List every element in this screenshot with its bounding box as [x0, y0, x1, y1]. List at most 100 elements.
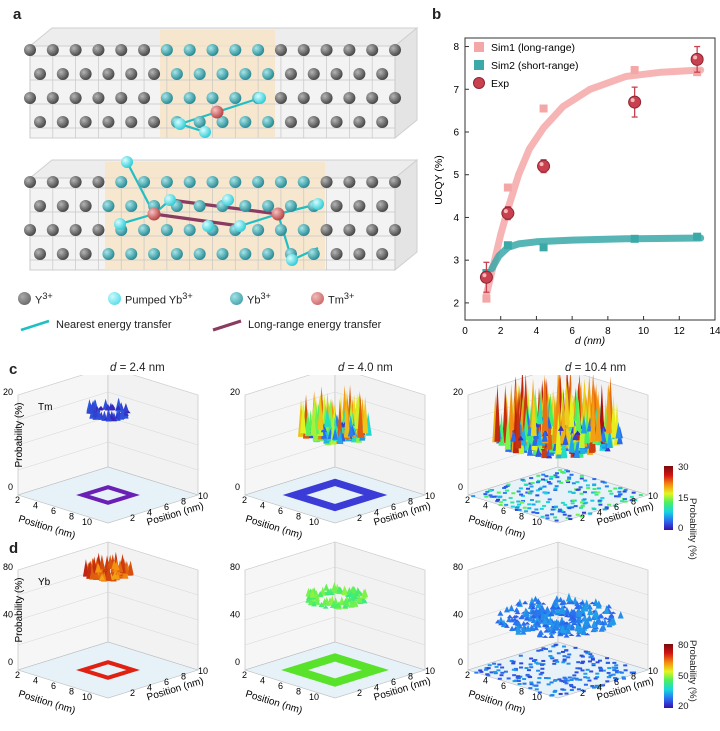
floor-projection-cell [579, 474, 584, 477]
exp-data-point-highlight [630, 98, 635, 103]
y-axis-tick-label: 10 [198, 666, 208, 676]
floor-projection-cell [536, 669, 541, 672]
surface-spike [105, 565, 112, 581]
surface-spike [343, 399, 350, 438]
surface-spike [534, 619, 541, 625]
yb-ion [193, 116, 206, 128]
y-ion [115, 44, 128, 56]
floor-projection-cell [510, 501, 515, 504]
floor-projection-cell [616, 495, 621, 498]
floor-projection-cell [570, 506, 575, 509]
surface-spike [104, 403, 111, 411]
surface-spike [528, 624, 535, 631]
floor-projection-cell [583, 676, 588, 679]
floor-projection-cell [539, 486, 544, 489]
surface-spike [575, 633, 582, 637]
y-ion [366, 44, 379, 56]
floor-projection-cell [503, 670, 508, 673]
floor-projection-cell [601, 669, 606, 672]
surface-spike [523, 609, 530, 617]
chart-legend: Sim1 (long-range) Sim2 (short-range) Exp [473, 42, 579, 90]
wall-gridline [467, 375, 649, 396]
wall-gridline [467, 566, 649, 596]
surface-spike [511, 617, 518, 621]
x-axis-tick-label: 8 [519, 687, 524, 697]
floor-projection-cell [564, 649, 569, 652]
floor-projection-cell [548, 650, 553, 653]
floor-projection-cell [486, 674, 491, 677]
surface-spike [565, 592, 572, 602]
floor-projection-cell [552, 662, 557, 665]
floor-projection-cell [623, 488, 628, 491]
y-ion [330, 248, 343, 260]
legend-pumped-yb: Pumped Yb3+ [108, 291, 193, 307]
exp-data-point [501, 206, 515, 220]
floor-projection-cell [483, 493, 488, 496]
wall-gridline [467, 616, 649, 646]
floor-projection-cell [608, 674, 613, 677]
x-axis-tick-label: 4 [260, 676, 265, 686]
floor-projection-cell [553, 488, 558, 491]
y-axis-tick-label: 4 [147, 683, 152, 693]
floor-projection-cell [520, 494, 525, 497]
x-axis-tick-label: 8 [69, 687, 74, 697]
floor-projection-cell [546, 677, 551, 680]
floor-projection-cell [560, 501, 565, 504]
floor-projection-cell [585, 652, 590, 655]
floor-projection-cell [514, 506, 519, 509]
floor-projection-cell [595, 672, 600, 675]
floor-projection-cell [553, 516, 558, 519]
floor-projection-cell [614, 664, 619, 667]
floor-projection-cell [534, 684, 539, 687]
y-ion [307, 68, 320, 80]
floor-projection-cell [615, 671, 620, 674]
x-axis-label: Position (nm) [467, 514, 527, 542]
floor-projection-cell [582, 498, 587, 501]
surface-spike [330, 600, 337, 607]
y-ion [389, 224, 401, 236]
wall-gridline [17, 391, 199, 421]
floor-projection-cell [528, 676, 533, 679]
surface-spike [349, 595, 356, 600]
floor-projection-cell [534, 661, 539, 664]
floor-plane [466, 641, 650, 699]
floor-projection-cell [559, 481, 564, 484]
yb-ion [262, 200, 275, 212]
floor-projection-cell [484, 495, 489, 498]
floor-projection-cell [562, 645, 567, 648]
y-ion [343, 176, 356, 188]
floor-projection-cell [594, 493, 599, 496]
floor-projection-cell [524, 483, 529, 486]
y-ion [69, 176, 82, 188]
floor-projection-cell [605, 657, 610, 660]
floor-projection-cell [497, 677, 502, 680]
floor-projection-cell [604, 506, 609, 509]
surface-spike [310, 404, 317, 436]
floor-projection-cell [549, 681, 554, 684]
floor-projection-cell [506, 677, 511, 680]
x-axis-label: Position (nm) [17, 689, 77, 717]
y-ion [56, 200, 69, 212]
floor-projection-cell [540, 667, 545, 670]
y-ion [376, 248, 389, 260]
floor-projection-cell [557, 678, 562, 681]
wall-gridline [244, 391, 426, 421]
surface-spike [530, 390, 537, 437]
floor-projection-cell [565, 479, 570, 482]
panel-c-title-1: d = 2.4 nm [110, 362, 165, 374]
surface-spike [304, 408, 311, 437]
surface-spike [559, 600, 566, 606]
floor-projection-cell [554, 519, 559, 522]
surface-spike [328, 591, 335, 595]
floor-projection-cell [583, 479, 588, 482]
surface-spike [581, 613, 588, 622]
floor-projection-cell [578, 486, 583, 489]
floor-projection-cell [550, 508, 555, 511]
surface-spike [558, 620, 565, 626]
surface-spike [592, 608, 599, 618]
z-axis-tick-label: 80 [453, 562, 463, 572]
floor-projection-cell [528, 482, 533, 485]
y-tick-label: 2 [453, 298, 459, 309]
floor-projection-cell [529, 485, 534, 488]
x-tick-label: 4 [534, 326, 540, 337]
